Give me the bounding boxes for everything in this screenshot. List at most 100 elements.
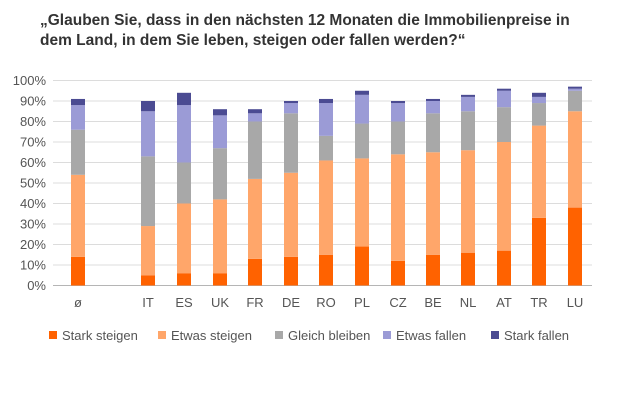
bar-segment	[568, 207, 582, 286]
bar-segment	[355, 90, 369, 95]
bar-segment	[497, 107, 511, 142]
bar-segment	[248, 258, 262, 286]
bar-segment	[141, 111, 155, 157]
bar-segment	[391, 103, 405, 122]
bar-segment	[177, 273, 191, 286]
legend-swatch	[491, 331, 499, 339]
bar-segment	[177, 162, 191, 204]
bar-segment	[71, 256, 85, 286]
bar-segment	[319, 98, 333, 104]
legend-label: Stark steigen	[62, 328, 138, 343]
bar-segment	[532, 96, 546, 104]
bar-segment	[426, 152, 440, 255]
x-category-label: FR	[246, 295, 263, 310]
y-tick-label: 0%	[27, 278, 46, 293]
x-category-label: RO	[316, 295, 336, 310]
x-category-label: ES	[175, 295, 193, 310]
bar-segment	[497, 88, 511, 91]
bar-segment	[248, 113, 262, 122]
bar-segment	[319, 254, 333, 286]
bar-segment	[426, 113, 440, 153]
bar-segment	[141, 156, 155, 227]
bar-segment	[355, 123, 369, 159]
bar-segment	[568, 88, 582, 91]
x-category-label: AT	[496, 295, 512, 310]
bar-segment	[568, 86, 582, 89]
legend-label: Gleich bleiben	[288, 328, 370, 343]
x-category-label: ø	[74, 295, 82, 310]
bar-segment	[141, 226, 155, 276]
bar-segment	[213, 115, 227, 149]
y-tick-label: 20%	[20, 237, 46, 252]
bar-segment	[213, 273, 227, 286]
bar-segment	[532, 103, 546, 126]
bar-segment	[391, 154, 405, 261]
bar-segment	[497, 250, 511, 286]
bar-segment	[284, 113, 298, 173]
bar-segment	[141, 275, 155, 286]
bar-stack-nl	[461, 94, 475, 286]
bar-segment	[319, 135, 333, 161]
bar-segment	[213, 109, 227, 116]
legend-swatch	[49, 331, 57, 339]
bar-segment	[284, 103, 298, 114]
bar-segment	[532, 92, 546, 97]
y-tick-label: 10%	[20, 258, 46, 273]
bar-stack-it	[141, 101, 155, 286]
bar-segment	[213, 148, 227, 200]
legend-item: Etwas steigen	[158, 328, 252, 343]
x-category-label: DE	[282, 295, 300, 310]
x-category-label: UK	[211, 295, 229, 310]
bar-stack-fr	[248, 109, 262, 286]
x-category-label: CZ	[389, 295, 406, 310]
x-axis-category-labels: ø IT ES UK FR DE RO PL CZ BE NL AT TR LU	[74, 295, 583, 310]
bar-segment	[177, 105, 191, 163]
bar-segment	[391, 121, 405, 155]
y-tick-label: 50%	[20, 176, 46, 191]
bar-segment	[248, 109, 262, 114]
bar-segment	[355, 158, 369, 247]
y-axis-tick-labels: 0% 10% 20% 30% 40% 50% 60% 70% 80% 90% 100%	[13, 73, 47, 293]
legend: Stark steigen Etwas steigen Gleich bleiben…	[49, 328, 569, 343]
bar-segment	[426, 254, 440, 286]
bar-stack-lu	[568, 86, 582, 286]
bar-segment	[568, 111, 582, 208]
bar-segment	[177, 92, 191, 106]
y-tick-label: 40%	[20, 196, 46, 211]
chart-title: „Glauben Sie, dass in den nächsten 12 Mo…	[40, 12, 570, 49]
bar-segment	[355, 246, 369, 286]
legend-item: Stark fallen	[491, 328, 569, 343]
bar-stack-es	[177, 92, 191, 286]
legend-label: Stark fallen	[504, 328, 569, 343]
bar-segment	[284, 101, 298, 104]
bar-segment	[461, 150, 475, 253]
bar-segment	[532, 125, 546, 218]
bar-segment	[177, 203, 191, 274]
x-category-label: LU	[567, 295, 584, 310]
bar-stack-be	[426, 98, 440, 286]
bar-segment	[319, 103, 333, 136]
bar-stack-tr	[532, 92, 546, 286]
bar-segment	[461, 94, 475, 97]
bar-segment	[71, 98, 85, 106]
bar-segment	[71, 105, 85, 130]
bar-segment	[71, 129, 85, 175]
x-category-label: IT	[142, 295, 154, 310]
bar-segment	[461, 96, 475, 112]
y-tick-label: 80%	[20, 114, 46, 129]
legend-item: Stark steigen	[49, 328, 138, 343]
bar-segment	[71, 174, 85, 257]
bar-stack-uk	[213, 109, 227, 286]
legend-item: Etwas fallen	[383, 328, 466, 343]
bar-segment	[248, 178, 262, 259]
bar-segment	[319, 160, 333, 255]
bar-segment	[532, 217, 546, 286]
y-tick-label: 60%	[20, 155, 46, 170]
legend-swatch	[158, 331, 166, 339]
bar-segment	[355, 94, 369, 124]
x-category-label: TR	[530, 295, 547, 310]
legend-item: Gleich bleiben	[275, 328, 370, 343]
bar-stack-pl	[355, 90, 369, 286]
y-tick-label: 100%	[13, 73, 47, 88]
